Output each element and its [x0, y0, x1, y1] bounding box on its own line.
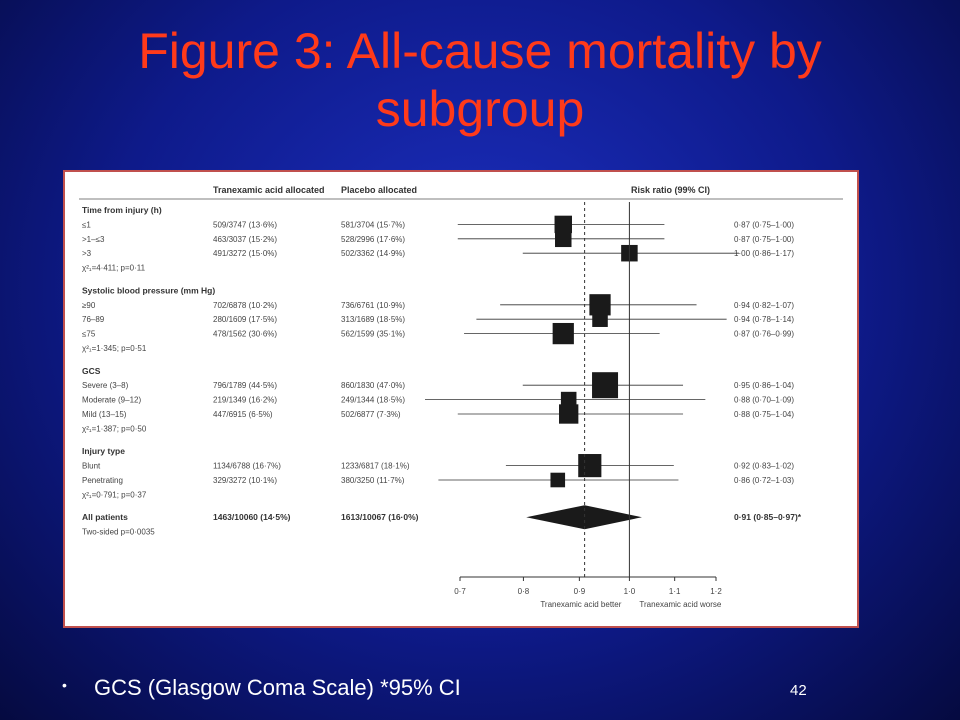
row-treatment-events: 463/3037 (15·2%)	[213, 235, 277, 244]
x-tick-label: 0·8	[518, 587, 530, 596]
row-risk-ratio: 0·88 (0·75–1·04)	[734, 410, 794, 419]
point-estimate-square	[592, 311, 608, 327]
row-treatment-events: 491/3272 (15·0%)	[213, 249, 277, 258]
bullet-dot: •	[62, 677, 67, 693]
row-treatment-events: 478/1562 (30·6%)	[213, 330, 277, 339]
row-placebo-events: 380/3250 (11·7%)	[341, 476, 405, 485]
row-treatment-events: 702/6878 (10·2%)	[213, 301, 277, 310]
forest-plot-svg: Tranexamic acid allocated Placebo allocat…	[63, 170, 859, 628]
col-header-risk-ratio: Risk ratio (99% CI)	[631, 185, 710, 195]
row-treatment-events: 1134/6788 (16·7%)	[213, 462, 281, 471]
x-annotation-left: Tranexamic acid better	[540, 600, 621, 609]
row-label: Penetrating	[82, 476, 123, 485]
heterogeneity-stat: χ²₁=1·345; p=0·51	[82, 344, 147, 353]
row-risk-ratio: 0·91 (0·85–0·97)*	[734, 512, 802, 522]
point-estimate-square	[555, 230, 572, 248]
row-treatment-events: 280/1609 (17·5%)	[213, 315, 277, 324]
page-number: 42	[790, 682, 807, 699]
x-annotation-right: Tranexamic acid worse	[639, 600, 722, 609]
point-estimate-square	[559, 404, 579, 424]
row-risk-ratio: 0·94 (0·78–1·14)	[734, 315, 794, 324]
row-label: Severe (3–8)	[82, 381, 129, 390]
row-placebo-events: 528/2996 (17·6%)	[341, 235, 405, 244]
row-risk-ratio: 0·88 (0·70–1·09)	[734, 396, 794, 405]
heterogeneity-stat: χ²₁=1·387; p=0·50	[82, 424, 147, 433]
row-label: >3	[82, 249, 92, 258]
row-placebo-events: 562/1599 (35·1%)	[341, 330, 405, 339]
slide-title: Figure 3: All-cause mortality by subgrou…	[138, 23, 822, 137]
row-risk-ratio: 0·94 (0·82–1·07)	[734, 301, 794, 310]
row-treatment-events: 219/1349 (16·2%)	[213, 396, 277, 405]
row-label: ≥90	[82, 301, 96, 310]
row-placebo-events: 249/1344 (18·5%)	[341, 396, 405, 405]
forest-plot-figure: Tranexamic acid allocated Placebo allocat…	[63, 170, 859, 628]
col-header-treatment: Tranexamic acid allocated	[213, 185, 325, 195]
subgroup-header: Injury type	[82, 446, 125, 456]
row-placebo-events: 1233/6817 (18·1%)	[341, 462, 410, 471]
panel-border	[63, 170, 859, 628]
bullet-text: GCS (Glasgow Coma Scale) *95% CI	[94, 675, 461, 700]
row-risk-ratio: 1·00 (0·86–1·17)	[734, 249, 794, 258]
row-label: Blunt	[82, 462, 101, 471]
row-placebo-events: 313/1689 (18·5%)	[341, 315, 405, 324]
x-tick-label: 0·9	[574, 587, 586, 596]
row-risk-ratio: 0·92 (0·83–1·02)	[734, 462, 794, 471]
heterogeneity-stat: χ²₁=4·411; p=0·11	[82, 264, 146, 273]
row-label: 76–89	[82, 315, 105, 324]
row-label: ≤75	[82, 330, 96, 339]
row-label: All patients	[82, 512, 128, 522]
row-placebo-events: 1613/10067 (16·0%)	[341, 512, 419, 522]
row-label: Mild (13–15)	[82, 410, 127, 419]
row-placebo-events: 502/3362 (14·9%)	[341, 249, 405, 258]
row-treatment-events: 1463/10060 (14·5%)	[213, 512, 291, 522]
subgroup-header: Systolic blood pressure (mm Hg)	[82, 285, 215, 295]
row-treatment-events: 509/3747 (13·6%)	[213, 220, 277, 229]
x-tick-label: 0·7	[454, 587, 466, 596]
x-tick-label: 1·1	[669, 587, 681, 596]
point-estimate-square	[589, 294, 611, 316]
point-estimate-square	[550, 472, 566, 488]
row-placebo-events: 736/6761 (10·9%)	[341, 301, 405, 310]
heterogeneity-stat: χ²₁=0·791; p=0·37	[82, 490, 147, 499]
point-estimate-square	[592, 372, 619, 399]
point-estimate-square	[554, 215, 572, 234]
row-risk-ratio: 0·95 (0·86–1·04)	[734, 381, 794, 390]
point-estimate-square	[578, 454, 602, 478]
row-label: ≤1	[82, 220, 91, 229]
row-treatment-events: 329/3272 (10·1%)	[213, 476, 277, 485]
col-header-placebo: Placebo allocated	[341, 185, 417, 195]
point-estimate-square	[552, 322, 574, 345]
row-risk-ratio: 0·86 (0·72–1·03)	[734, 476, 794, 485]
row-placebo-events: 860/1830 (47·0%)	[341, 381, 405, 390]
overall-diamond	[526, 505, 642, 530]
row-risk-ratio: 0·87 (0·75–1·00)	[734, 235, 794, 244]
subgroup-header: Time from injury (h)	[82, 205, 162, 215]
point-estimate-square	[560, 391, 577, 408]
row-treatment-events: 796/1789 (44·5%)	[213, 381, 277, 390]
row-placebo-events: 581/3704 (15·7%)	[341, 220, 405, 229]
row-placebo-events: 502/6877 (7·3%)	[341, 410, 401, 419]
row-risk-ratio: 0·87 (0·76–0·99)	[734, 330, 794, 339]
row-label: Moderate (9–12)	[82, 396, 141, 405]
row-risk-ratio: 0·87 (0·75–1·00)	[734, 220, 794, 229]
x-tick-label: 1·0	[624, 587, 636, 596]
row-label: >1–≤3	[82, 235, 105, 244]
row-treatment-events: 447/6915 (6·5%)	[213, 410, 273, 419]
heterogeneity-stat: Two-sided p=0·0035	[82, 528, 155, 537]
x-tick-label: 1·2	[710, 587, 722, 596]
subgroup-header: GCS	[82, 366, 101, 376]
